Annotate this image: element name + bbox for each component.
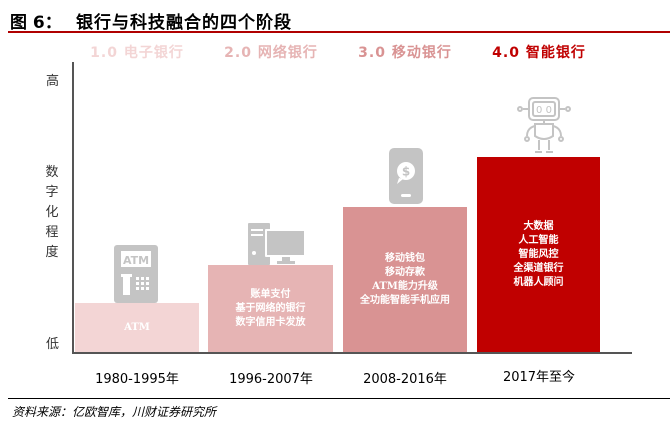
bar-stage-4: 大数据 人工智能 智能风控 全渠道银行 机器人顾问 <box>477 157 600 352</box>
figure-label: 图 6： <box>10 13 62 33</box>
svg-text:$: $ <box>402 165 410 179</box>
stage-label-1: 1.0 电子银行 <box>90 45 184 61</box>
y-axis-high-label: 高 <box>46 74 60 89</box>
figure-title: 银行与科技融合的四个阶段 <box>76 13 292 33</box>
y-axis-title-char: 程 <box>45 225 59 240</box>
x-label-4: 2017年至今 <box>502 370 576 385</box>
y-axis <box>72 62 74 354</box>
figure-title-bar: 图 6： 银行与科技融合的四个阶段 <box>10 8 670 33</box>
bar-text: 数字信用卡发放 <box>235 316 306 328</box>
bar-text: 账单支付 <box>250 288 291 300</box>
bar-text: 基于网络的银行 <box>235 302 306 314</box>
mobile-payment-icon: $ <box>389 148 423 204</box>
footer-divider <box>8 398 670 399</box>
y-axis-title-char: 字 <box>45 185 59 200</box>
bar-text: ATM <box>124 321 150 333</box>
stage-label-2: 2.0 网络银行 <box>224 45 318 61</box>
atm-icon: ATM <box>114 245 158 303</box>
y-axis-title: 数 字 化 程 度 <box>44 163 60 263</box>
stage-label-4: 4.0 智能银行 <box>492 45 586 61</box>
stage-label-3: 3.0 移动银行 <box>358 45 452 61</box>
desktop-computer-icon <box>248 223 306 265</box>
y-axis-title-char: 化 <box>45 205 59 220</box>
y-axis-title-char: 度 <box>45 245 59 260</box>
svg-text:ATM: ATM <box>123 254 149 267</box>
bar-text: 移动钱包 <box>385 252 425 264</box>
source-note: 资料来源：亿欧智库，川财证券研究所 <box>12 405 217 419</box>
bar-stage-3: 移动钱包 移动存款 ATM能力升级 全功能智能手机应用 <box>343 207 467 352</box>
robot-icon: 0 0 <box>517 97 571 153</box>
bar-text: 大数据 <box>523 220 554 232</box>
bar-text: 移动存款 <box>385 266 425 278</box>
bar-text: 人工智能 <box>518 234 559 246</box>
x-label-3: 2008-2016年 <box>363 372 447 387</box>
svg-text:0 0: 0 0 <box>536 105 552 116</box>
bar-text: 全功能智能手机应用 <box>360 294 450 306</box>
title-divider <box>8 31 670 33</box>
bar-text: 智能风控 <box>518 248 559 260</box>
x-label-1: 1980-1995年 <box>95 372 179 387</box>
bar-stage-2: 账单支付 基于网络的银行 数字信用卡发放 <box>208 265 333 352</box>
x-label-2: 1996-2007年 <box>229 372 313 387</box>
bar-text: ATM能力升级 <box>372 280 438 292</box>
x-axis <box>72 352 632 354</box>
bar-stage-1: ATM <box>75 303 199 352</box>
y-axis-title-char: 数 <box>45 165 59 180</box>
bar-text: 机器人顾问 <box>513 276 564 288</box>
y-axis-low-label: 低 <box>46 337 60 352</box>
bar-text: 全渠道银行 <box>513 262 564 274</box>
